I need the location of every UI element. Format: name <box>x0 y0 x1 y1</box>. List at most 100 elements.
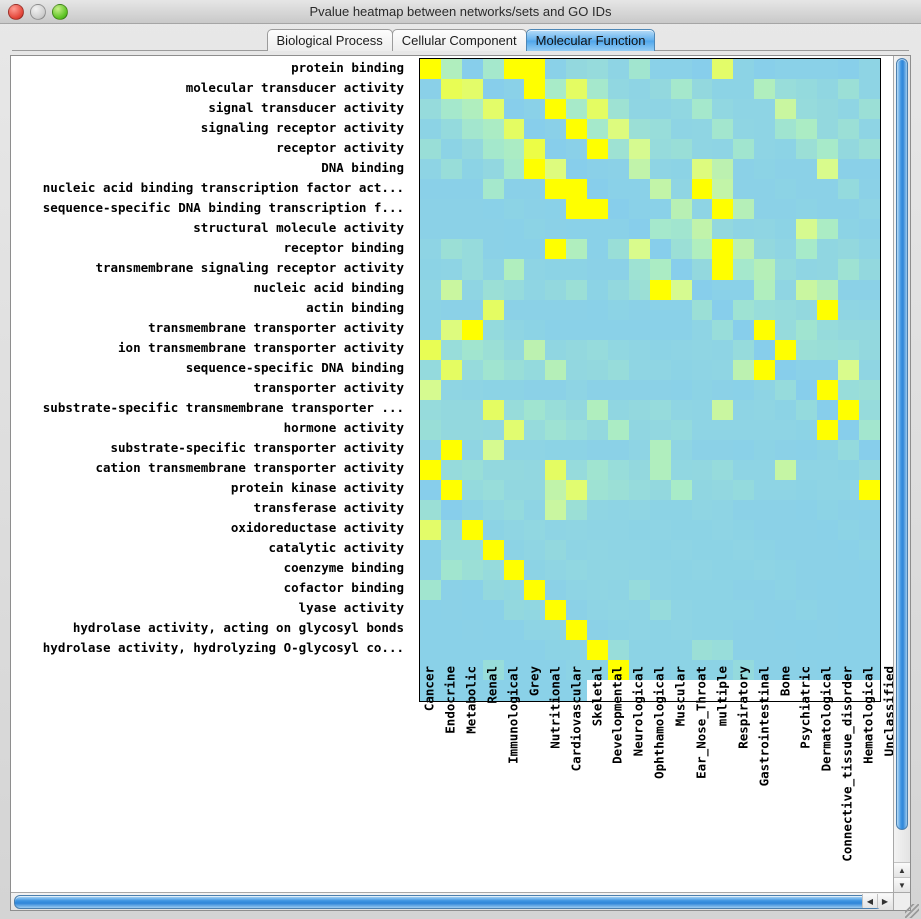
heatmap-cell[interactable] <box>670 119 692 140</box>
heatmap-cell[interactable] <box>420 319 441 340</box>
heatmap-cell[interactable] <box>545 179 567 200</box>
heatmap-cell[interactable] <box>503 399 525 420</box>
heatmap-cell[interactable] <box>691 319 713 340</box>
heatmap-cell[interactable] <box>461 179 483 200</box>
heatmap-cell[interactable] <box>712 660 734 681</box>
zoom-button[interactable] <box>52 4 68 20</box>
heatmap-cell[interactable] <box>754 600 776 621</box>
heatmap-cell[interactable] <box>440 339 462 360</box>
heatmap-cell[interactable] <box>503 279 525 300</box>
heatmap-cell[interactable] <box>858 660 880 681</box>
heatmap-cell[interactable] <box>524 620 546 641</box>
heatmap-cell[interactable] <box>587 139 609 160</box>
heatmap-cell[interactable] <box>608 580 629 601</box>
heatmap-cell[interactable] <box>712 239 734 260</box>
heatmap-cell[interactable] <box>587 580 609 601</box>
heatmap-cell[interactable] <box>628 640 650 661</box>
heatmap-cell[interactable] <box>628 660 650 681</box>
heatmap-cell[interactable] <box>837 339 859 360</box>
heatmap-cell[interactable] <box>440 179 462 200</box>
heatmap-cell[interactable] <box>733 479 755 501</box>
heatmap-cell[interactable] <box>461 540 483 561</box>
heatmap-cell[interactable] <box>482 179 504 200</box>
heatmap-cell[interactable] <box>587 239 609 260</box>
heatmap-cell[interactable] <box>837 359 859 380</box>
heatmap-cell[interactable] <box>816 179 838 200</box>
heatmap-cell[interactable] <box>587 620 609 641</box>
heatmap-cell[interactable] <box>733 640 755 661</box>
heatmap-cell[interactable] <box>440 580 462 601</box>
heatmap-cell[interactable] <box>566 580 588 601</box>
heatmap-cell[interactable] <box>524 459 546 480</box>
heatmap-cell[interactable] <box>628 339 650 360</box>
heatmap-cell[interactable] <box>754 79 776 100</box>
heatmap-cell[interactable] <box>524 179 546 200</box>
heatmap-cell[interactable] <box>503 59 525 80</box>
heatmap-cell[interactable] <box>816 299 838 320</box>
close-button[interactable] <box>8 4 24 20</box>
heatmap-cell[interactable] <box>440 640 462 661</box>
heatmap-cell[interactable] <box>503 660 525 681</box>
heatmap-cell[interactable] <box>587 479 609 501</box>
heatmap-cell[interactable] <box>420 660 441 681</box>
heatmap-cell[interactable] <box>837 59 859 80</box>
heatmap-cell[interactable] <box>712 179 734 200</box>
heatmap-cell[interactable] <box>608 520 629 541</box>
heatmap-cell[interactable] <box>858 239 880 260</box>
heatmap-cell[interactable] <box>775 419 797 440</box>
heatmap-cell[interactable] <box>461 239 483 260</box>
heatmap-cell[interactable] <box>754 119 776 140</box>
heatmap-cell[interactable] <box>461 119 483 140</box>
heatmap-cell[interactable] <box>461 640 483 661</box>
heatmap-cell[interactable] <box>837 520 859 541</box>
horizontal-scroll-thumb[interactable] <box>14 895 882 909</box>
heatmap-cell[interactable] <box>712 620 734 641</box>
heatmap-cell[interactable] <box>754 239 776 260</box>
heatmap-cell[interactable] <box>587 79 609 100</box>
heatmap-cell[interactable] <box>775 199 797 220</box>
heatmap-cell[interactable] <box>691 259 713 280</box>
heatmap-cell[interactable] <box>524 59 546 80</box>
heatmap-cell[interactable] <box>440 540 462 561</box>
heatmap-cell[interactable] <box>837 600 859 621</box>
heatmap-cell[interactable] <box>524 560 546 581</box>
heatmap-cell[interactable] <box>420 520 441 541</box>
heatmap-cell[interactable] <box>566 620 588 641</box>
heatmap-cell[interactable] <box>566 640 588 661</box>
heatmap-cell[interactable] <box>733 239 755 260</box>
heatmap-grid[interactable] <box>419 58 881 702</box>
heatmap-cell[interactable] <box>670 600 692 621</box>
heatmap-cell[interactable] <box>837 419 859 440</box>
heatmap-cell[interactable] <box>691 439 713 460</box>
heatmap-cell[interactable] <box>587 379 609 400</box>
heatmap-cell[interactable] <box>649 479 671 501</box>
heatmap-cell[interactable] <box>420 99 441 120</box>
heatmap-cell[interactable] <box>503 459 525 480</box>
heatmap-cell[interactable] <box>796 520 817 541</box>
heatmap-cell[interactable] <box>649 600 671 621</box>
heatmap-cell[interactable] <box>712 540 734 561</box>
heatmap-cell[interactable] <box>733 99 755 120</box>
heatmap-cell[interactable] <box>837 299 859 320</box>
heatmap-cell[interactable] <box>837 179 859 200</box>
heatmap-cell[interactable] <box>524 580 546 601</box>
heatmap-cell[interactable] <box>754 359 776 380</box>
heatmap-cell[interactable] <box>649 359 671 380</box>
heatmap-cell[interactable] <box>796 640 817 661</box>
heatmap-cell[interactable] <box>628 600 650 621</box>
heatmap-cell[interactable] <box>837 540 859 561</box>
heatmap-cell[interactable] <box>796 99 817 120</box>
heatmap-cell[interactable] <box>461 419 483 440</box>
heatmap-cell[interactable] <box>796 179 817 200</box>
heatmap-cell[interactable] <box>440 219 462 240</box>
heatmap-cell[interactable] <box>754 159 776 180</box>
heatmap-cell[interactable] <box>440 520 462 541</box>
heatmap-cell[interactable] <box>858 99 880 120</box>
heatmap-cell[interactable] <box>733 439 755 460</box>
heatmap-cell[interactable] <box>608 459 629 480</box>
scroll-left-icon[interactable]: ◀ <box>862 894 877 908</box>
heatmap-cell[interactable] <box>420 139 441 160</box>
heatmap-cell[interactable] <box>754 339 776 360</box>
heatmap-cell[interactable] <box>524 479 546 501</box>
heatmap-cell[interactable] <box>545 680 567 701</box>
